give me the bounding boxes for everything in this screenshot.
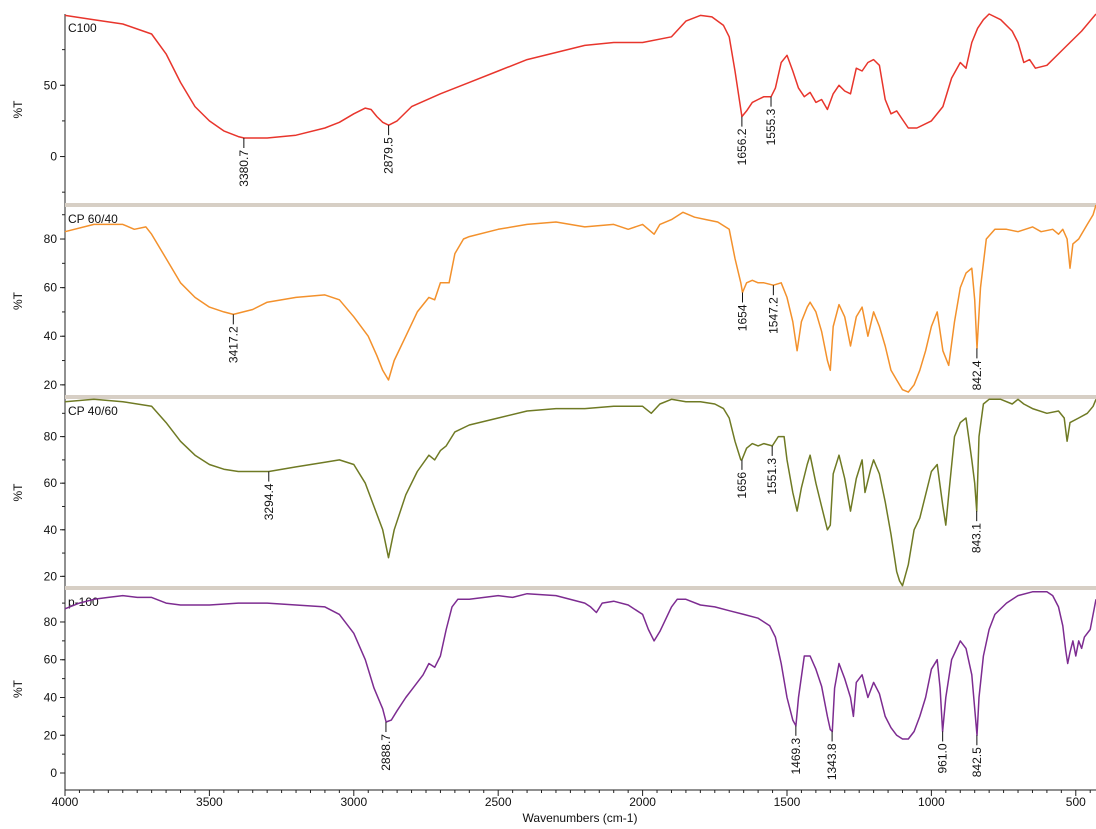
panel-1: 0 50 %T C100 (11, 13, 1096, 193)
y-axis-title: %T (11, 291, 25, 310)
peak-label: 2888.7 (379, 734, 393, 771)
peak-annotations: 3380.7 2879.5 1656.2 1555.3 3417.2 1654 1547.2… (226, 96, 984, 780)
peak-label: 843.1 (970, 523, 984, 553)
x-axis-title: Wavenumbers (cm-1) (523, 811, 638, 825)
peak-label: 1547.2 (766, 297, 780, 334)
panel-separator (65, 586, 1096, 590)
peak-label: 842.4 (970, 360, 984, 390)
y-tick-label: 40 (44, 329, 58, 343)
y-axis-title: %T (11, 679, 25, 698)
y-tick-label: 60 (44, 476, 58, 490)
y-axis-title: %T (11, 100, 25, 119)
x-tick-label: 2500 (485, 795, 512, 809)
panel-2: 20 40 60 80 %T CP 60/40 (11, 204, 1096, 393)
x-tick-label: 500 (1066, 795, 1086, 809)
y-tick-label: 40 (44, 690, 58, 704)
x-tick-label: 4000 (52, 795, 79, 809)
panel-title: C100 (68, 21, 97, 35)
x-tick-label: 3500 (196, 795, 223, 809)
peak-annotation: 1656 (735, 459, 749, 499)
peak-annotation: 1555.3 (764, 96, 778, 145)
peak-annotation: 3380.7 (237, 138, 251, 187)
peak-annotation: 3417.2 (226, 314, 240, 363)
panel-3: 20 40 60 80 %T CP 40/60 (11, 398, 1096, 587)
peak-annotation: 1343.8 (825, 731, 839, 780)
peak-label: 1656.2 (735, 128, 749, 165)
y-tick-label: 0 (50, 150, 57, 164)
y-tick-label: 20 (44, 728, 58, 742)
y-tick-label: 80 (44, 232, 58, 246)
spectrum-line (64, 13, 1096, 139)
axes-layer: 4000 3500 3000 2500 2000 1500 1000 500 (52, 14, 1096, 809)
peak-annotation: 1547.2 (766, 285, 780, 334)
x-tick-label: 1000 (918, 795, 945, 809)
peak-annotation: 843.1 (970, 511, 984, 553)
y-tick-label: 50 (44, 78, 58, 92)
peak-annotation: 1551.3 (765, 445, 779, 495)
peak-label: 1555.3 (764, 108, 778, 145)
x-tick-label: 2000 (629, 795, 656, 809)
y-tick-label: 40 (44, 523, 58, 537)
peak-annotation: 1654 (736, 292, 750, 331)
peak-annotation: 1469.3 (789, 725, 803, 775)
peak-label: 2879.5 (382, 137, 396, 174)
peak-label: 1551.3 (765, 458, 779, 495)
peak-label: 961.0 (936, 743, 950, 773)
panel-separator (65, 203, 1096, 207)
y-tick-label: 0 (50, 766, 57, 780)
peak-annotation: 1656.2 (735, 116, 749, 165)
y-tick-label: 20 (44, 378, 58, 392)
peak-annotation: 842.5 (970, 735, 984, 777)
y-tick-label: 80 (44, 430, 58, 444)
peak-label: 3294.4 (262, 483, 276, 520)
y-tick-label: 60 (44, 653, 58, 667)
spectrum-line (64, 591, 1096, 740)
x-tick-label: 3000 (340, 795, 367, 809)
y-tick-label: 80 (44, 615, 58, 629)
peak-label: 1343.8 (825, 743, 839, 780)
peak-label: 1469.3 (789, 737, 803, 774)
panel-separator (65, 395, 1096, 399)
peak-label: 842.5 (970, 747, 984, 777)
peak-label: 1654 (736, 304, 750, 331)
peak-annotation: 2879.5 (382, 125, 396, 174)
peak-annotation: 2888.7 (379, 722, 393, 771)
peak-annotation: 842.4 (970, 348, 984, 390)
panel-title: CP 60/40 (68, 212, 118, 226)
peak-label: 1656 (735, 472, 749, 499)
panel-title: CP 40/60 (68, 404, 118, 418)
y-axis-title: %T (11, 483, 25, 502)
y-tick-label: 20 (44, 569, 58, 583)
spectrum-line (64, 204, 1096, 393)
y-tick-label: 60 (44, 281, 58, 295)
x-tick-label: 1500 (774, 795, 801, 809)
series-layer: 0 50 %T C100 20 40 60 80 %T CP 60/40 20 40 60 80 %T CP … (11, 13, 1096, 780)
peak-label: 3380.7 (237, 150, 251, 187)
panel-separators (65, 203, 1096, 590)
peak-label: 3417.2 (226, 326, 240, 363)
peak-annotation: 961.0 (936, 731, 950, 774)
peak-annotation: 3294.4 (262, 471, 276, 520)
spectrum-line (64, 398, 1096, 587)
